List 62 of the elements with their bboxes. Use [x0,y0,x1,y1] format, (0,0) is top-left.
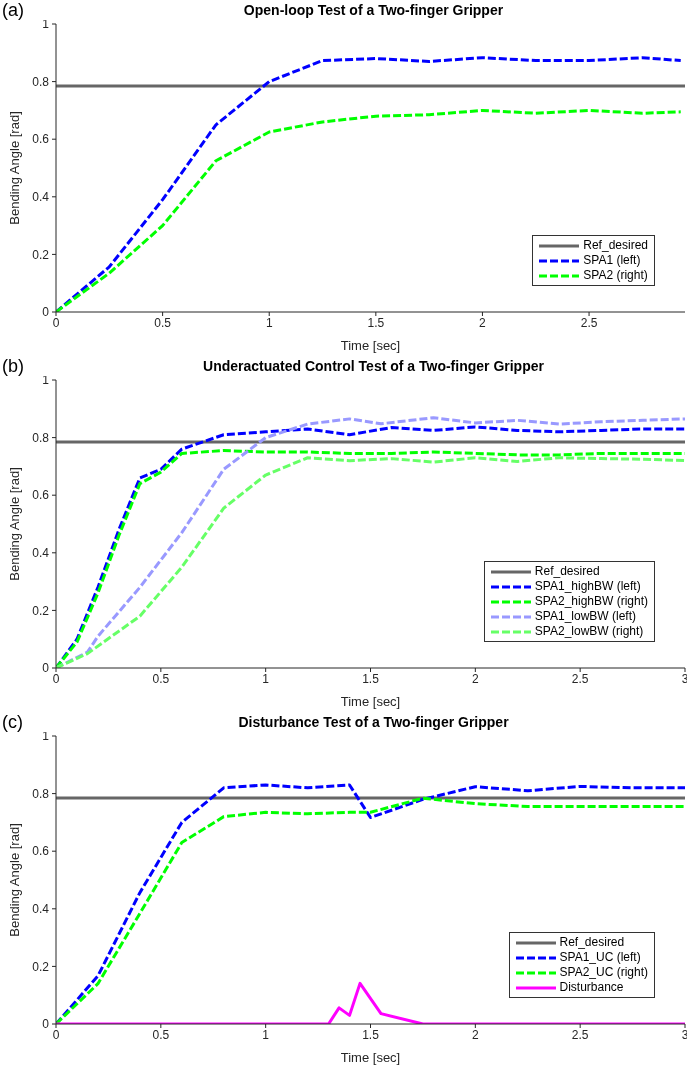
y-tick-label: 0 [42,305,50,320]
legend-label: Ref_desired [559,935,625,950]
text: (b) [2,356,24,377]
y-tick-label: 0.4 [32,546,50,561]
y-tick-label: 0.2 [32,959,50,974]
legend-label: Ref_desired [583,238,648,253]
legend-label: SPA2_UC (right) [559,965,648,980]
x-tick-label: 2 [479,315,487,330]
x-tick-label: 0 [52,1027,60,1042]
chart-title: Underactuated Control Test of a Two-finger Gripper [202,358,545,374]
legend-label: SPA2_lowBW (right) [534,624,644,639]
x-tick-label: 2 [471,671,479,686]
y-tick-label: 0.4 [32,902,50,917]
y-axis-title: Bending Angle [rad] [6,467,22,581]
x-tick-label: 1.5 [362,671,380,686]
y-tick-label: 0.2 [32,603,50,618]
legend-label: SPA1_lowBW (left) [534,609,636,624]
legend-label: SPA1_UC (left) [559,950,641,965]
x-axis-title: Time [sec] [340,338,401,353]
legend-label: SPA2 (right) [583,268,648,283]
x-axis-title: Time [sec] [340,1050,401,1065]
y-tick-label: 0.2 [32,247,50,262]
chart-title: Open-loop Test of a Two-finger Gripper [242,2,505,18]
x-tick-label: 2.5 [580,315,598,330]
y-tick-label: 0.8 [32,430,50,445]
x-tick-label: 2.5 [571,671,589,686]
x-tick-label: 0 [52,671,60,686]
y-tick-label: 0.6 [32,844,50,859]
y-tick-label: 0.6 [32,488,50,503]
y-tick-label: 0 [42,661,50,676]
legend-label: SPA1_highBW (left) [534,579,641,594]
y-axis-title: Bending Angle [rad] [6,111,22,225]
legend-label: SPA2_highBW (right) [534,594,648,609]
y-tick-label: 1 [42,17,50,32]
y-axis-title: Bending Angle [rad] [6,823,22,937]
x-tick-label: 1 [262,1027,270,1042]
x-tick-label: 1.5 [367,315,385,330]
y-tick-label: 0.8 [32,74,50,89]
x-tick-label: 0.5 [152,1027,170,1042]
x-tick-label: 0.5 [152,671,170,686]
y-tick-label: 0 [42,1017,50,1032]
y-tick-label: 0.4 [32,190,50,205]
x-tick-label: 1 [265,315,273,330]
y-tick-label: 0.8 [32,786,50,801]
text: (c) [2,712,23,733]
x-tick-label: 1 [262,671,270,686]
x-tick-label: 2.5 [571,1027,589,1042]
x-tick-label: 0 [52,315,60,330]
x-tick-label: 2 [471,1027,479,1042]
y-tick-label: 1 [42,729,50,744]
chart-title: Disturbance Test of a Two-finger Gripper [237,714,510,730]
x-tick-label: 1.5 [362,1027,380,1042]
y-tick-label: 1 [42,373,50,388]
x-axis-title: Time [sec] [340,694,401,709]
x-tick-label: 0.5 [154,315,172,330]
x-tick-label: 3 [681,1027,687,1042]
legend-label: Ref_desired [534,564,600,579]
legend-label: SPA1 (left) [583,253,641,268]
legend-label: Disturbance [559,980,624,995]
y-tick-label: 0.6 [32,132,50,147]
x-tick-label: 3 [681,671,687,686]
text: (a) [2,0,24,21]
